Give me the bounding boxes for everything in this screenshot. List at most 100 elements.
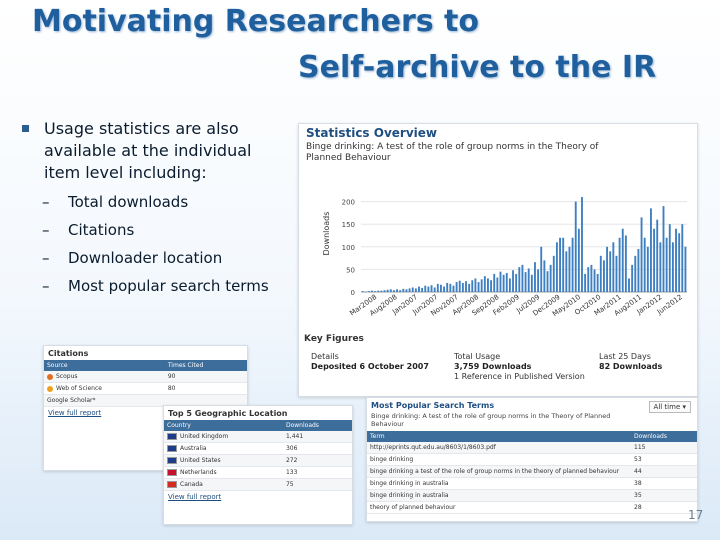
- bar: [621, 228, 624, 292]
- country-name: Australia: [180, 445, 207, 452]
- y-tick-label: 50: [346, 266, 355, 274]
- citations-title: Citations: [48, 349, 89, 358]
- table-row: United States 272: [164, 454, 352, 467]
- total-value: 3,759 Downloads: [454, 362, 532, 371]
- scopus-icon: [47, 373, 53, 380]
- bar: [599, 255, 602, 292]
- bar: [518, 267, 521, 292]
- search-term: http://eprints.qut.edu.au/8603/1/8603.pd…: [367, 442, 631, 454]
- search-term: binge drinking in australia: [367, 489, 631, 502]
- bar: [565, 251, 568, 292]
- bar: [659, 242, 662, 292]
- bar: [402, 288, 405, 292]
- search-title: Most Popular Search Terms: [371, 401, 495, 410]
- bar: [449, 283, 452, 292]
- bar: [433, 287, 436, 292]
- table-row: binge drinking a test of the role of gro…: [367, 465, 697, 478]
- citations-full-report-link[interactable]: View full report: [48, 409, 102, 417]
- bar: [530, 274, 533, 292]
- bar: [505, 273, 508, 292]
- y-tick-label: 100: [342, 244, 355, 252]
- date-filter-select[interactable]: All time ▾: [648, 401, 691, 413]
- bar: [465, 281, 467, 292]
- bar: [618, 237, 621, 292]
- sub-item-downloader-location: – Downloader location: [20, 248, 282, 268]
- bar: [552, 255, 555, 292]
- dash-icon: –: [42, 249, 50, 267]
- search-term: binge drinking in australia: [367, 477, 631, 490]
- sub-item-search-terms: – Most popular search terms: [20, 276, 282, 296]
- bar: [439, 284, 442, 292]
- downloads-chart: Downloads050100150200Mar2008Aug2008Jan20…: [322, 197, 687, 318]
- country-name: Netherlands: [180, 469, 217, 476]
- bar: [392, 290, 395, 292]
- total-usage-column: Total Usage 3,759 Downloads 1 Reference …: [454, 352, 585, 382]
- stats-subtitle: Binge drinking: A test of the role of gr…: [306, 142, 599, 163]
- table-row: Netherlands 133: [164, 466, 352, 479]
- bar: [411, 287, 414, 292]
- citation-count: 90: [164, 371, 247, 383]
- bar: [609, 251, 612, 292]
- search-header-term: Term: [367, 431, 631, 442]
- total-refs: 1 Reference in Published Version: [454, 372, 585, 381]
- bar: [502, 274, 505, 292]
- bar: [499, 271, 502, 292]
- geo-header-downloads: Downloads: [282, 420, 352, 431]
- bar: [421, 287, 424, 292]
- bar: [534, 262, 536, 292]
- table-row: binge drinking in australia 38: [367, 477, 697, 490]
- y-tick-label: 0: [351, 289, 355, 297]
- bar: [374, 291, 377, 292]
- country-downloads: 133: [282, 466, 352, 479]
- bar: [681, 224, 684, 292]
- bar: [662, 206, 665, 292]
- flag-icon: [167, 469, 177, 476]
- bar: [577, 228, 580, 292]
- geo-table: Country Downloads United Kingdom 1,441 Au…: [164, 420, 352, 491]
- bullet-text: Usage statistics are also available at t…: [44, 119, 252, 182]
- bar: [496, 277, 499, 292]
- bar: [527, 268, 530, 292]
- geo-full-report-link[interactable]: View full report: [168, 493, 222, 501]
- bar: [458, 280, 461, 292]
- bar: [628, 278, 630, 292]
- search-term: binge drinking: [367, 453, 631, 466]
- y-tick-label: 200: [342, 199, 355, 207]
- dash-icon: –: [42, 277, 50, 295]
- sub-item-label: Downloader location: [68, 249, 223, 267]
- table-row: United Kingdom 1,441: [164, 431, 352, 443]
- search-downloads: 53: [631, 453, 697, 466]
- geo-title: Top 5 Geographic Location: [168, 409, 288, 418]
- bar: [684, 246, 687, 292]
- country-downloads: 272: [282, 454, 352, 467]
- bar: [436, 283, 439, 292]
- search-term: binge drinking a test of the role of gro…: [367, 465, 631, 478]
- bar: [606, 246, 609, 292]
- flag-icon: [167, 481, 177, 488]
- bar: [602, 260, 605, 292]
- table-row: binge drinking 53: [367, 453, 697, 466]
- bar: [396, 289, 398, 292]
- bar: [521, 264, 524, 292]
- bar: [596, 273, 599, 292]
- bar: [549, 264, 552, 292]
- total-label: Total Usage: [454, 352, 501, 361]
- bar: [546, 271, 549, 292]
- sub-item-label: Citations: [68, 221, 135, 239]
- bar: [675, 228, 677, 292]
- bar: [361, 291, 364, 292]
- last25-label: Last 25 Days: [599, 352, 651, 361]
- bar: [490, 280, 493, 292]
- geo-header-country: Country: [164, 420, 283, 431]
- key-figures-heading: Key Figures: [304, 334, 364, 344]
- bar: [584, 273, 587, 292]
- bar: [443, 286, 446, 292]
- bar: [571, 237, 574, 292]
- flag-icon: [167, 457, 177, 464]
- citation-source: Scopus: [56, 373, 78, 380]
- slide-title: Motivating Researchers to Self-archive t…: [0, 0, 720, 100]
- search-downloads: 115: [631, 442, 697, 454]
- search-term: theory of planned behaviour: [367, 501, 631, 514]
- date-filter-value: All time: [653, 403, 681, 411]
- bar: [653, 228, 656, 292]
